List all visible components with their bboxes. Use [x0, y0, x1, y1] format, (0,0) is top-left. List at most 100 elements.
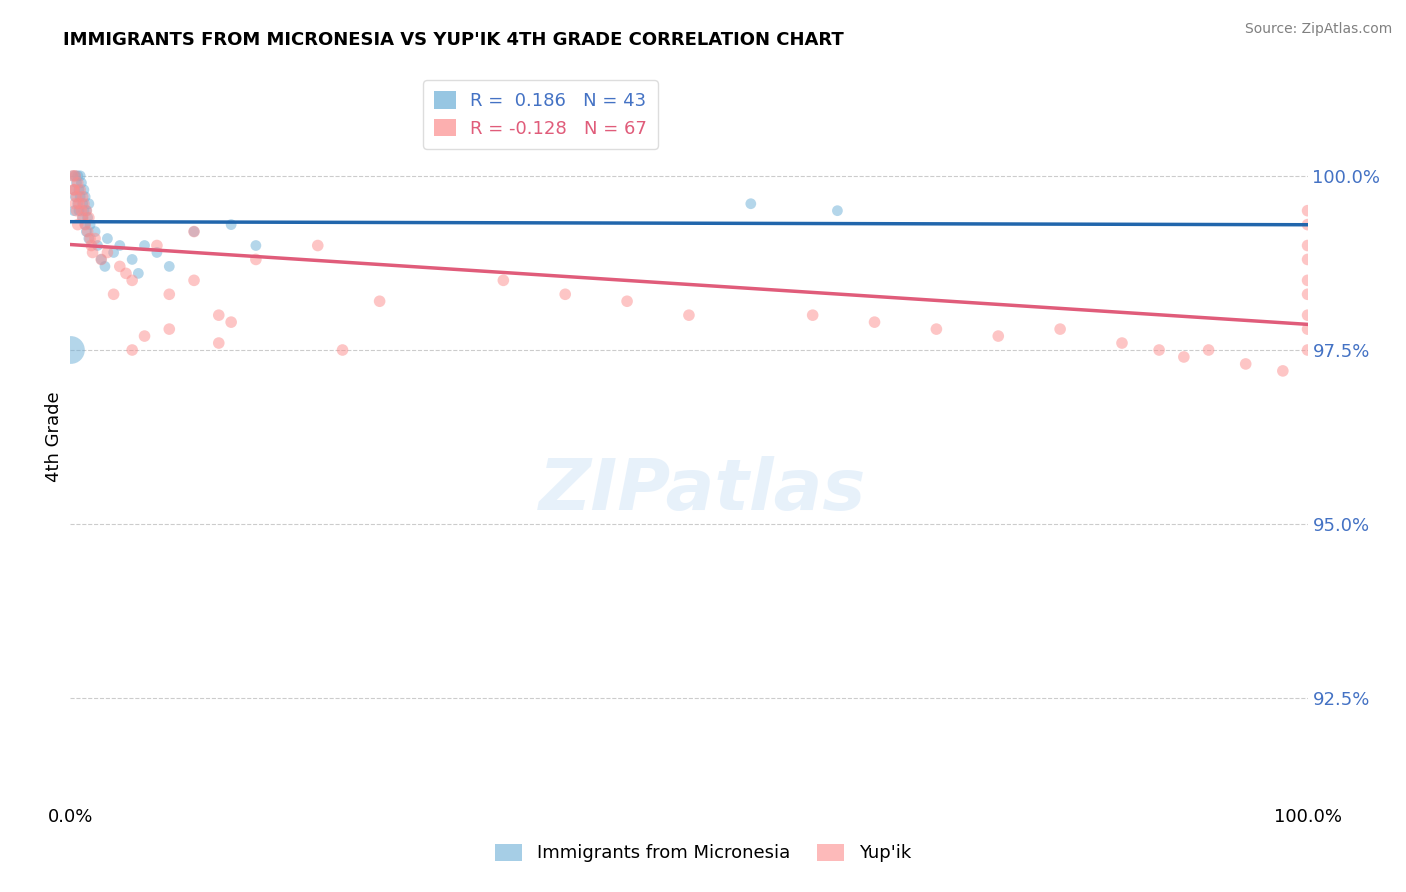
Point [90, 252, 112, 267]
Point [678, 308, 700, 322]
Point [115, 266, 138, 280]
Point [75, 225, 97, 239]
Point [75, 218, 97, 232]
Point [1296, 203, 1319, 218]
Point [1173, 350, 1195, 364]
Point [208, 336, 231, 351]
Point [67, 203, 90, 218]
Point [59, 343, 82, 357]
Point [66, 176, 89, 190]
Point [127, 266, 149, 280]
Point [96, 231, 118, 245]
Point [307, 238, 329, 252]
Point [146, 245, 169, 260]
Point [77, 196, 100, 211]
Point [77, 231, 100, 245]
Point [75, 190, 97, 204]
Point [1296, 287, 1319, 301]
Point [1296, 308, 1319, 322]
Legend: R =  0.186   N = 43, R = -0.128   N = 67: R = 0.186 N = 43, R = -0.128 N = 67 [423, 80, 658, 149]
Point [76, 225, 98, 239]
Point [1296, 238, 1319, 252]
Point [82, 245, 104, 260]
Point [63, 183, 86, 197]
Point [69, 183, 91, 197]
Point [925, 322, 948, 336]
Point [94, 260, 117, 274]
Point [245, 238, 267, 252]
Point [70, 203, 93, 218]
Point [72, 196, 94, 211]
Point [1234, 357, 1257, 371]
Point [492, 273, 515, 287]
Point [80, 238, 103, 252]
Point [65, 169, 87, 183]
Point [75, 203, 97, 218]
Point [103, 245, 125, 260]
Point [219, 315, 242, 329]
Point [1271, 364, 1294, 378]
Point [332, 343, 354, 357]
Point [75, 203, 97, 218]
Point [108, 238, 131, 252]
Point [62, 169, 84, 183]
Point [84, 231, 107, 245]
Text: IMMIGRANTS FROM MICRONESIA VS YUP'IK 4TH GRADE CORRELATION CHART: IMMIGRANTS FROM MICRONESIA VS YUP'IK 4TH… [63, 31, 844, 49]
Point [219, 218, 242, 232]
Point [740, 196, 762, 211]
Point [121, 252, 143, 267]
Point [76, 211, 98, 225]
Point [65, 196, 87, 211]
Point [245, 252, 267, 267]
Point [73, 203, 96, 218]
Point [86, 238, 108, 252]
Point [73, 196, 96, 211]
Point [157, 287, 180, 301]
Text: ZIPatlas: ZIPatlas [540, 456, 866, 525]
Point [1049, 322, 1071, 336]
Point [66, 218, 89, 232]
Point [1147, 343, 1170, 357]
Point [66, 169, 89, 183]
Point [208, 308, 231, 322]
Point [67, 196, 90, 211]
Point [108, 260, 131, 274]
Point [146, 238, 169, 252]
Point [368, 294, 391, 309]
Point [72, 211, 94, 225]
Point [157, 322, 180, 336]
Point [1296, 343, 1319, 357]
Point [987, 329, 1010, 343]
Point [62, 169, 84, 183]
Point [1198, 343, 1220, 357]
Point [72, 211, 94, 225]
Point [72, 190, 94, 204]
Point [183, 273, 205, 287]
Point [1296, 273, 1319, 287]
Point [75, 218, 97, 232]
Point [121, 343, 143, 357]
Point [801, 308, 824, 322]
Point [1296, 252, 1319, 267]
Point [73, 183, 96, 197]
Point [554, 287, 576, 301]
Point [63, 183, 86, 197]
Point [84, 225, 107, 239]
Y-axis label: 4th Grade: 4th Grade [45, 392, 63, 483]
Point [65, 190, 87, 204]
Point [77, 211, 100, 225]
Point [1296, 218, 1319, 232]
Point [827, 203, 849, 218]
Point [66, 196, 89, 211]
Point [79, 218, 101, 232]
Point [134, 329, 156, 343]
Point [70, 176, 93, 190]
Point [65, 169, 87, 183]
Point [103, 287, 125, 301]
Point [96, 245, 118, 260]
Point [157, 260, 180, 274]
Legend: Immigrants from Micronesia, Yup'ik: Immigrants from Micronesia, Yup'ik [488, 837, 918, 870]
Point [67, 183, 90, 197]
Point [65, 203, 87, 218]
Point [1296, 322, 1319, 336]
